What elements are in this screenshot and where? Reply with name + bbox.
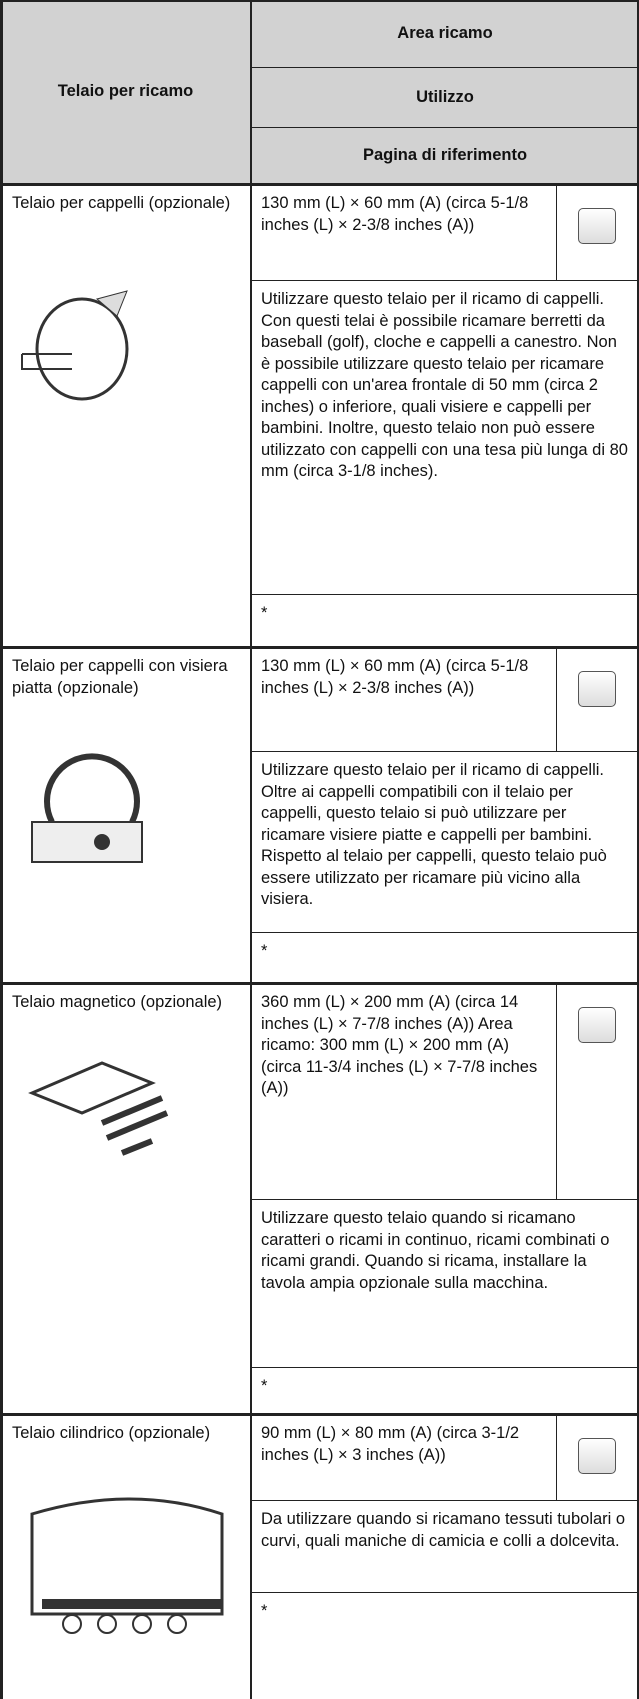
reference: * — [261, 1377, 268, 1395]
header-usage: Utilizzo — [251, 68, 639, 128]
rule — [250, 0, 252, 1699]
rule — [251, 280, 639, 281]
rule — [0, 982, 639, 985]
frame-name: Telaio magnetico (opzionale) — [12, 993, 223, 1011]
rule — [251, 127, 639, 128]
frame-illustration — [31, 753, 143, 863]
rule — [556, 1414, 557, 1500]
reference: * — [261, 604, 268, 622]
frame-name: Telaio per cappelli (opzionale) — [12, 194, 231, 212]
rule — [251, 1500, 639, 1501]
dimensions: 360 mm (L) × 200 mm (A) (circa 14 inches… — [261, 993, 538, 1097]
header-frame: Telaio per ricamo — [0, 0, 251, 184]
dimensions: 130 mm (L) × 60 mm (A) (circa 5-1/8 inch… — [261, 657, 529, 697]
header-reference: Pagina di riferimento — [251, 128, 639, 184]
frame-illustration — [21, 290, 129, 401]
frame-name: Telaio cilindrico (opzionale) — [12, 1424, 211, 1442]
frame-icon — [578, 208, 616, 244]
rule — [251, 1592, 639, 1593]
rule — [556, 184, 557, 280]
rule — [0, 0, 3, 1699]
reference: * — [261, 1602, 268, 1620]
frame-icon — [578, 671, 616, 707]
frame-name: Telaio per cappelli con visiera piatta (… — [12, 657, 228, 697]
rule — [556, 983, 557, 1199]
frame-icon — [578, 1438, 616, 1474]
rule — [637, 0, 639, 1699]
header-area: Area ricamo — [251, 0, 639, 68]
description: Da utilizzare quando si ricamano tessuti… — [261, 1510, 626, 1550]
rule — [556, 647, 557, 751]
rule — [251, 932, 639, 933]
frame-icon — [578, 1007, 616, 1043]
rule — [0, 1413, 639, 1416]
dimensions: 90 mm (L) × 80 mm (A) (circa 3-1/2 inche… — [261, 1424, 520, 1464]
reference: * — [261, 942, 268, 960]
description: Utilizzare questo telaio per il ricamo d… — [261, 290, 628, 480]
frame-illustration — [30, 1497, 224, 1634]
rule — [0, 0, 639, 2]
description: Utilizzare questo telaio quando si ricam… — [261, 1209, 610, 1292]
rule — [251, 594, 639, 595]
rule — [0, 646, 639, 649]
description: Utilizzare questo telaio per il ricamo d… — [261, 761, 607, 908]
rule — [0, 183, 639, 186]
rule — [251, 1367, 639, 1368]
rule — [251, 67, 639, 68]
rule — [251, 1199, 639, 1200]
rule — [251, 751, 639, 752]
dimensions: 130 mm (L) × 60 mm (A) (circa 5-1/8 inch… — [261, 194, 529, 234]
frame-illustration — [28, 1061, 169, 1156]
